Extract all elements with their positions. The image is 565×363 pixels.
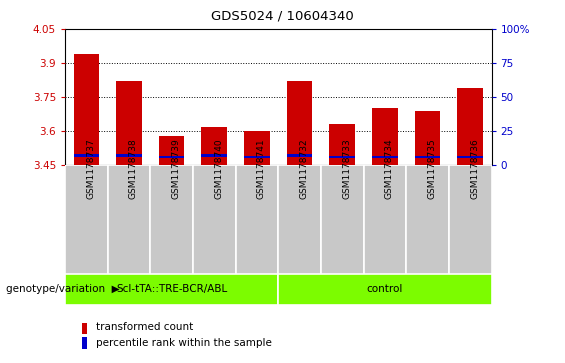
Bar [107, 165, 150, 274]
Text: GSM1178733: GSM1178733 [342, 138, 351, 199]
Bar [150, 165, 193, 274]
Bar [65, 165, 107, 274]
Bar [193, 165, 236, 274]
Text: genotype/variation  ▶: genotype/variation ▶ [6, 285, 119, 294]
Bar [73, 54, 99, 165]
Bar [415, 155, 440, 159]
Bar [406, 165, 449, 274]
Bar [202, 127, 227, 165]
Text: control: control [367, 285, 403, 294]
Bar [449, 165, 492, 274]
Text: GSM1178736: GSM1178736 [470, 138, 479, 199]
Bar [279, 274, 492, 305]
Text: GDS5024 / 10604340: GDS5024 / 10604340 [211, 9, 354, 22]
Text: percentile rank within the sample: percentile rank within the sample [96, 338, 272, 348]
Text: GSM1178739: GSM1178739 [172, 138, 181, 199]
Bar [116, 154, 142, 157]
Bar [244, 155, 270, 159]
Bar [287, 81, 312, 165]
Text: GSM1178737: GSM1178737 [86, 138, 95, 199]
Bar [415, 111, 440, 165]
Bar [65, 274, 278, 305]
Bar [329, 124, 355, 165]
Bar [372, 155, 398, 159]
Text: Scl-tTA::TRE-BCR/ABL: Scl-tTA::TRE-BCR/ABL [116, 285, 227, 294]
Text: GSM1178735: GSM1178735 [428, 138, 437, 199]
Text: GSM1178734: GSM1178734 [385, 138, 394, 199]
Bar [364, 165, 406, 274]
Bar [458, 88, 483, 165]
Bar [236, 165, 278, 274]
Bar [279, 165, 321, 274]
Text: GSM1178740: GSM1178740 [214, 138, 223, 199]
Bar [321, 165, 364, 274]
Bar [202, 154, 227, 157]
Bar [458, 155, 483, 159]
Text: GSM1178732: GSM1178732 [299, 138, 308, 199]
Bar [159, 155, 184, 159]
Text: transformed count: transformed count [96, 322, 193, 332]
Bar [329, 155, 355, 159]
Bar [287, 154, 312, 157]
Bar [372, 109, 398, 165]
Bar [82, 338, 87, 349]
Bar [159, 136, 184, 165]
Text: GSM1178741: GSM1178741 [257, 138, 266, 199]
Bar [82, 323, 87, 334]
Text: GSM1178738: GSM1178738 [129, 138, 138, 199]
Bar [244, 131, 270, 165]
Bar [116, 81, 142, 165]
Bar [73, 154, 99, 157]
